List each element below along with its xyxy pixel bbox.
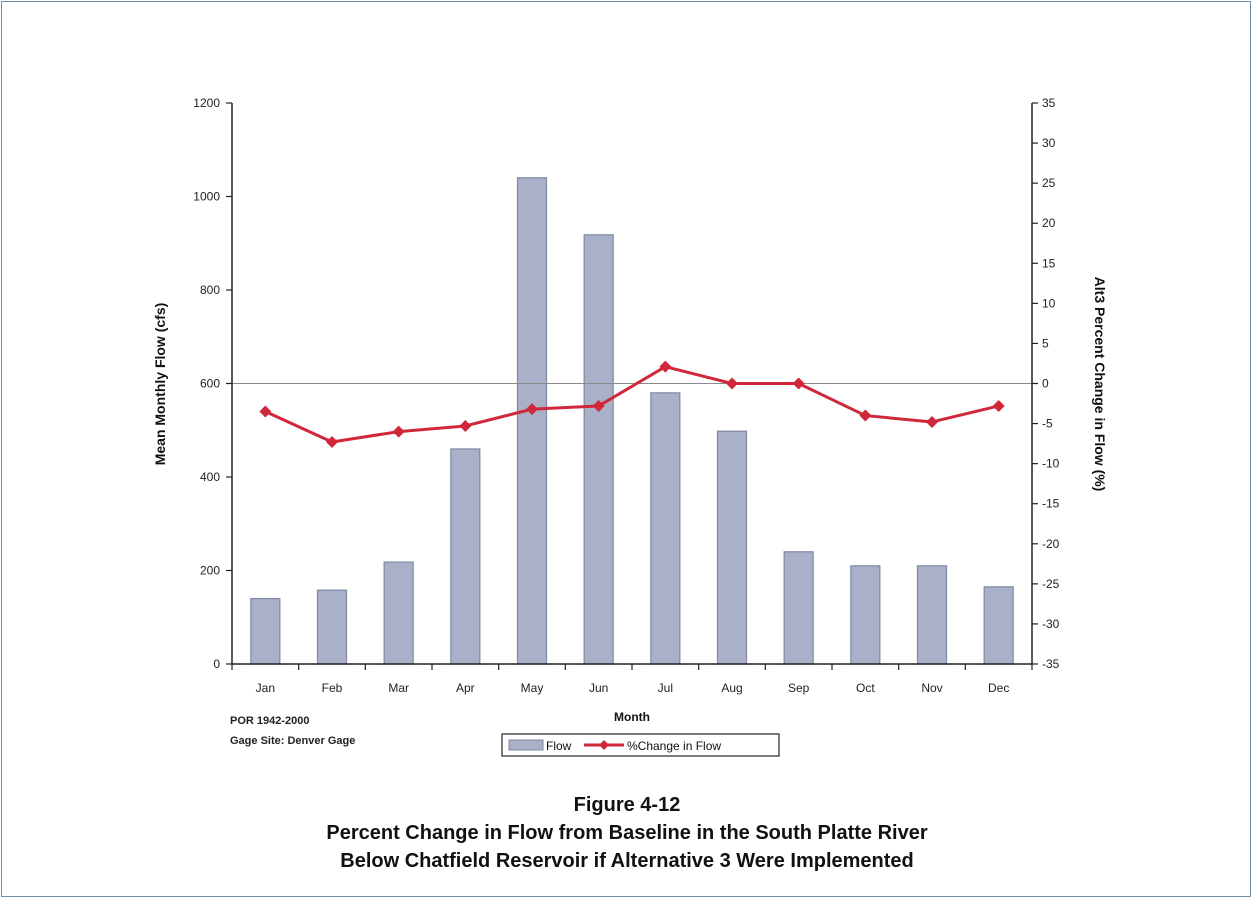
chart: 020040060080010001200-35-30-25-20-15-10-… — [152, 96, 1108, 757]
y-axis-title: Mean Monthly Flow (cfs) — [152, 303, 168, 466]
flow-bar-aug — [716, 430, 748, 665]
y2-tick-label: -20 — [1042, 537, 1060, 551]
y-tick-label: 800 — [200, 283, 220, 297]
y2-tick-label: 10 — [1042, 296, 1056, 310]
legend-line-marker — [599, 740, 609, 750]
percent-change-point-sep — [792, 377, 805, 390]
gage-note: Gage Site: Denver Gage — [230, 735, 355, 747]
percent-change-point-jun — [592, 399, 605, 412]
flow-bar-may — [516, 177, 548, 665]
flow-bar-oct — [850, 565, 881, 665]
figure-title-line-2: Below Chatfield Reservoir if Alternative… — [340, 850, 914, 872]
percent-change-point-jan — [259, 405, 272, 418]
percent-change-point-apr — [459, 419, 472, 432]
y2-tick-label: 5 — [1042, 336, 1049, 350]
figure-title-line-1: Percent Change in Flow from Baseline in … — [326, 822, 928, 844]
x-tick-label: Sep — [788, 681, 810, 695]
x-axis-title: Month — [614, 710, 650, 724]
legend-flow-label: Flow — [546, 739, 572, 753]
y2-tick-label: 30 — [1042, 136, 1056, 150]
y2-tick-label: -15 — [1042, 497, 1060, 511]
percent-change-point-mar — [392, 425, 405, 438]
flow-bar-mar — [383, 561, 414, 665]
flow-bar-apr — [450, 448, 481, 665]
percent-change-point-may — [526, 403, 538, 416]
x-tick-label: Jun — [589, 681, 608, 695]
flow-bar-jul — [650, 392, 681, 665]
y-tick-label: 1000 — [193, 190, 220, 204]
y2-tick-label: -5 — [1042, 417, 1053, 431]
figure-number: Figure 4-12 — [573, 794, 681, 816]
x-tick-label: Aug — [721, 681, 742, 695]
y2-tick-label: -30 — [1042, 617, 1060, 631]
y2-tick-label: 15 — [1042, 256, 1056, 270]
percent-change-point-aug — [726, 377, 738, 390]
y2-tick-label: -25 — [1042, 577, 1060, 591]
percent-change-point-dec — [992, 399, 1005, 412]
legend-bar-swatch — [508, 739, 544, 751]
percent-change-layer — [259, 360, 1005, 449]
flow-bar-sep — [783, 551, 814, 665]
y2-axis-title: Alt3 Percent Change in Flow (%) — [1092, 277, 1108, 492]
flow-bar-dec — [983, 586, 1014, 665]
y-tick-label: 0 — [213, 657, 220, 671]
x-tick-label: May — [521, 681, 544, 695]
y-tick-label: 1200 — [193, 96, 220, 110]
flow-bar-feb — [316, 589, 348, 665]
percent-change-point-feb — [326, 436, 338, 449]
x-tick-label: Nov — [921, 681, 942, 695]
x-tick-label: Jan — [256, 681, 275, 695]
y2-tick-label: 35 — [1042, 96, 1056, 110]
y2-tick-label: 25 — [1042, 176, 1056, 190]
y2-tick-label: 20 — [1042, 216, 1056, 230]
bars-layer — [250, 177, 1014, 665]
x-tick-label: Feb — [322, 681, 343, 695]
flow-bar-jun — [583, 234, 614, 665]
y-tick-label: 600 — [200, 377, 220, 391]
y-tick-label: 200 — [200, 564, 220, 578]
legend-change-label: %Change in Flow — [627, 739, 721, 753]
y2-tick-label: 0 — [1042, 377, 1049, 391]
y2-tick-label: -10 — [1042, 457, 1060, 471]
y-tick-label: 400 — [200, 470, 220, 484]
por-note: POR 1942-2000 — [230, 715, 310, 727]
percent-change-point-oct — [859, 409, 872, 422]
y2-tick-label: -35 — [1042, 657, 1060, 671]
legend-box — [501, 733, 780, 757]
flow-bar-jan — [250, 597, 281, 665]
percent-change-point-nov — [926, 415, 938, 428]
axes-layer: 020040060080010001200-35-30-25-20-15-10-… — [193, 96, 1059, 695]
percent-change-line — [264, 365, 1000, 444]
x-tick-label: Mar — [388, 681, 409, 695]
flow-bar-nov — [916, 565, 948, 665]
legend: Flow %Change in Flow — [501, 733, 780, 757]
x-tick-label: Dec — [988, 681, 1009, 695]
x-tick-label: Jul — [658, 681, 673, 695]
x-tick-label: Apr — [456, 681, 475, 695]
percent-change-point-jul — [659, 360, 672, 373]
x-tick-label: Oct — [856, 681, 875, 695]
